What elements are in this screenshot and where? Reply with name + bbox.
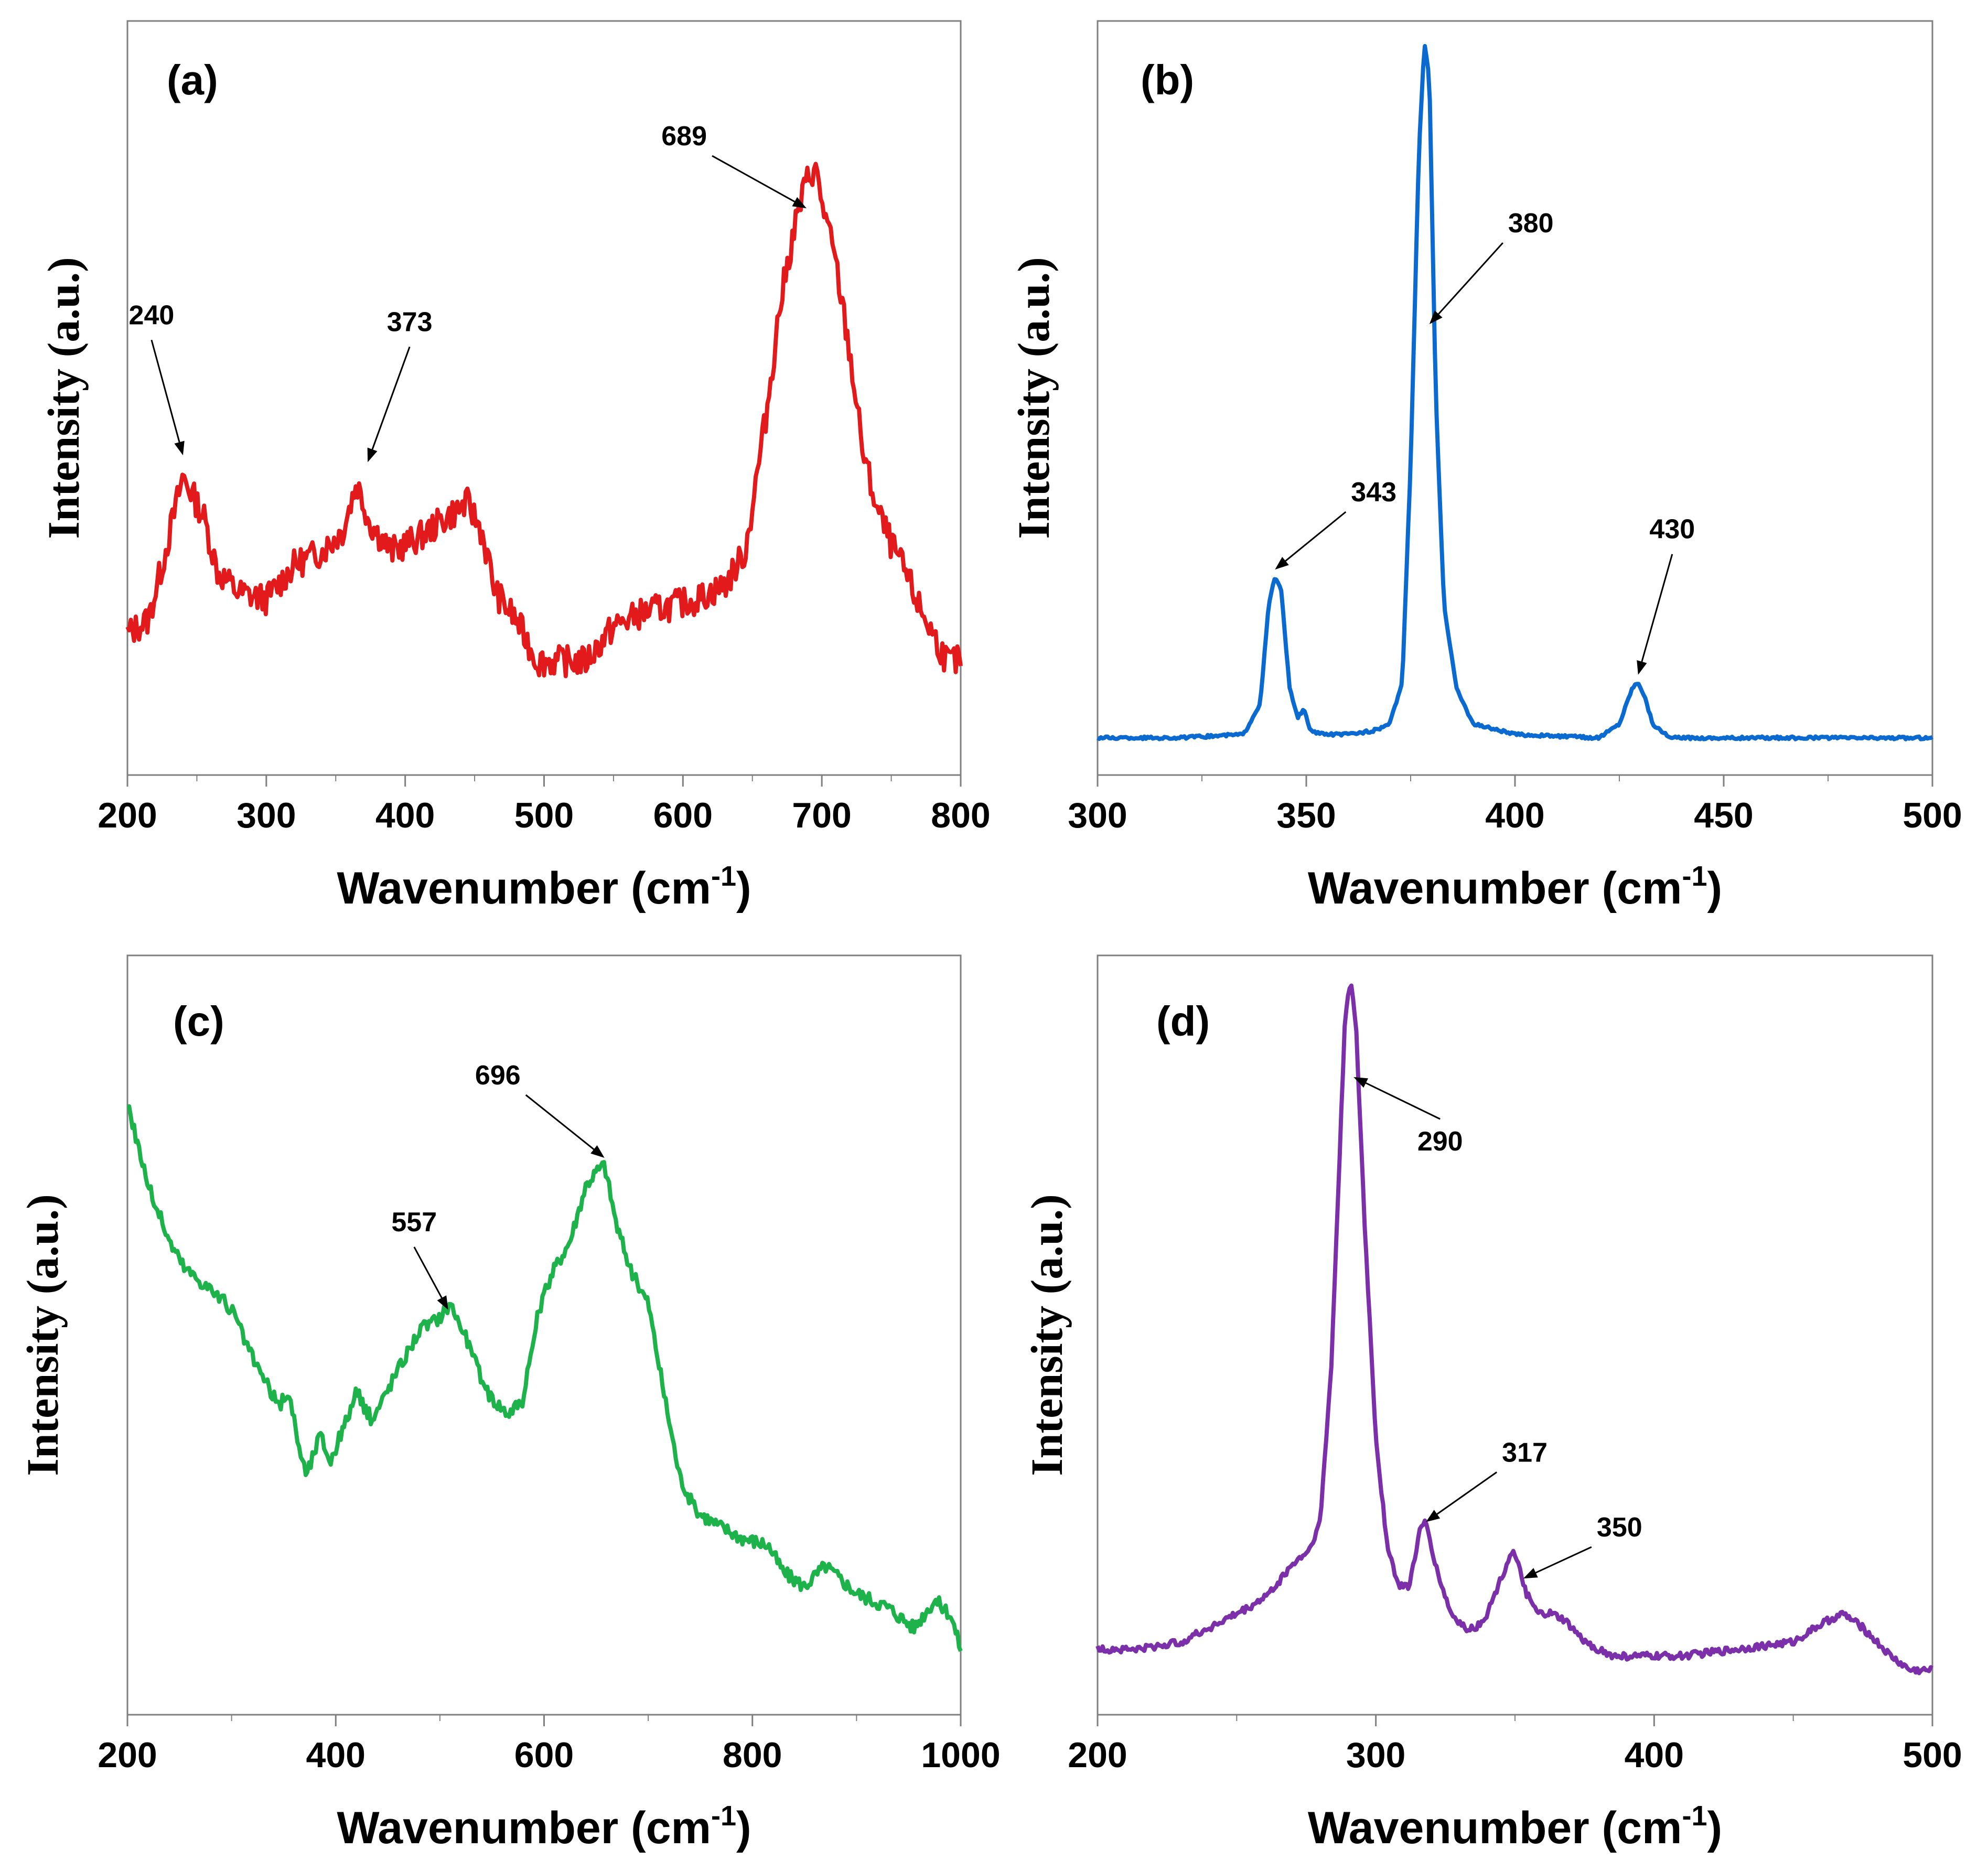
panel-label: (b)	[1141, 57, 1194, 103]
x-tick-label: 450	[1694, 795, 1753, 835]
x-tick-label: 500	[514, 795, 574, 835]
y-axis-label: Intensity (a.u.)	[17, 1194, 68, 1476]
annotation-arrowhead	[367, 447, 378, 463]
annotation-arrow	[1641, 554, 1673, 662]
x-axis-label: Wavenumber (cm-1)	[1308, 861, 1722, 913]
series-line	[127, 1104, 963, 1652]
annotation-arrow	[525, 1094, 595, 1150]
annotation-arrow	[151, 339, 180, 443]
x-tick-label: 800	[931, 795, 990, 835]
series-line	[1097, 44, 1933, 741]
x-tick-label: 200	[98, 795, 157, 835]
y-axis-label: Intensity (a.u.)	[1008, 257, 1059, 539]
peak-annotation: 290	[1417, 1126, 1463, 1157]
peak-annotation: 380	[1508, 208, 1554, 239]
x-tick-label: 800	[723, 1735, 782, 1775]
series-line	[125, 162, 963, 679]
x-tick-label: 200	[1068, 1735, 1127, 1775]
peak-annotation: 430	[1649, 514, 1695, 545]
annotation-arrowhead	[1523, 1568, 1538, 1579]
annotation-arrowhead	[437, 1295, 448, 1310]
annotation-arrowhead	[1275, 556, 1289, 570]
x-tick-label: 400	[1485, 795, 1544, 835]
annotation-arrow	[712, 155, 796, 202]
x-tick-label: 400	[375, 795, 435, 835]
x-tick-label: 300	[237, 795, 296, 835]
x-tick-label: 600	[653, 795, 713, 835]
panel-c: 200 400 600 800 1000 Wavenumber (cm-1) Intensi…	[17, 954, 1001, 1853]
panel-label: (a)	[167, 57, 218, 103]
peak-annotation: 240	[129, 300, 175, 330]
x-tick-label: 500	[1903, 795, 1962, 835]
x-tick-label: 500	[1903, 1735, 1962, 1775]
annotation-arrowhead	[1637, 660, 1647, 675]
x-tick-label: 350	[1276, 795, 1336, 835]
y-axis-label: Intensity (a.u.)	[38, 257, 89, 539]
annotation-arrow	[1285, 511, 1347, 562]
peak-annotation: 373	[387, 307, 433, 337]
annotation-arrow	[371, 346, 411, 450]
annotation-arrowhead	[174, 440, 185, 456]
annotation-arrowhead	[1353, 1077, 1368, 1088]
annotation-arrowhead	[1426, 1510, 1441, 1522]
annotation-arrowhead	[1429, 310, 1443, 325]
annotation-arrow	[1365, 1082, 1441, 1120]
panel-a: 200 300 400 500 600 700 800 Wavenumber (cm-1) In…	[38, 20, 991, 913]
x-tick-label: 200	[98, 1735, 157, 1775]
peak-annotation: 350	[1597, 1512, 1642, 1543]
x-tick-label: 300	[1346, 1735, 1405, 1775]
peak-annotation: 689	[661, 121, 707, 152]
panel-d: 200 300 400 500 Wavenumber (cm-1) Intensity (…	[1022, 954, 1962, 1853]
x-axis-label: Wavenumber (cm-1)	[1308, 1800, 1722, 1853]
annotation-arrow	[1535, 1546, 1592, 1574]
x-tick-label: 700	[792, 795, 851, 835]
annotation-arrow	[413, 1246, 443, 1298]
peak-annotation: 696	[475, 1060, 521, 1091]
x-axis-label: Wavenumber (cm-1)	[337, 1800, 751, 1853]
peak-annotation: 343	[1351, 477, 1396, 508]
panel-b: 300 350 400 450 500 Wavenumber (cm-1) Intensit…	[1008, 20, 1962, 913]
plot-frame	[126, 954, 962, 1716]
series-line	[1095, 983, 1933, 1675]
plot-frame	[1097, 954, 1933, 1716]
annotation-arrow	[1436, 1471, 1498, 1515]
y-axis-label: Intensity (a.u.)	[1022, 1194, 1072, 1476]
x-tick-label: 300	[1068, 795, 1127, 835]
x-tick-label: 400	[306, 1735, 366, 1775]
x-axis-label: Wavenumber (cm-1)	[337, 861, 751, 913]
panel-label: (c)	[173, 998, 224, 1045]
panel-label: (d)	[1156, 998, 1210, 1045]
annotation-arrow	[1438, 242, 1503, 315]
x-tick-label: 400	[1625, 1735, 1684, 1775]
plot-frame	[1097, 20, 1933, 776]
annotation-arrowhead	[792, 197, 807, 209]
peak-annotation: 557	[391, 1207, 437, 1238]
x-tick-label: 1000	[921, 1735, 1000, 1775]
x-tick-label: 600	[514, 1735, 574, 1775]
annotation-arrowhead	[590, 1145, 605, 1158]
peak-annotation: 317	[1502, 1437, 1548, 1468]
